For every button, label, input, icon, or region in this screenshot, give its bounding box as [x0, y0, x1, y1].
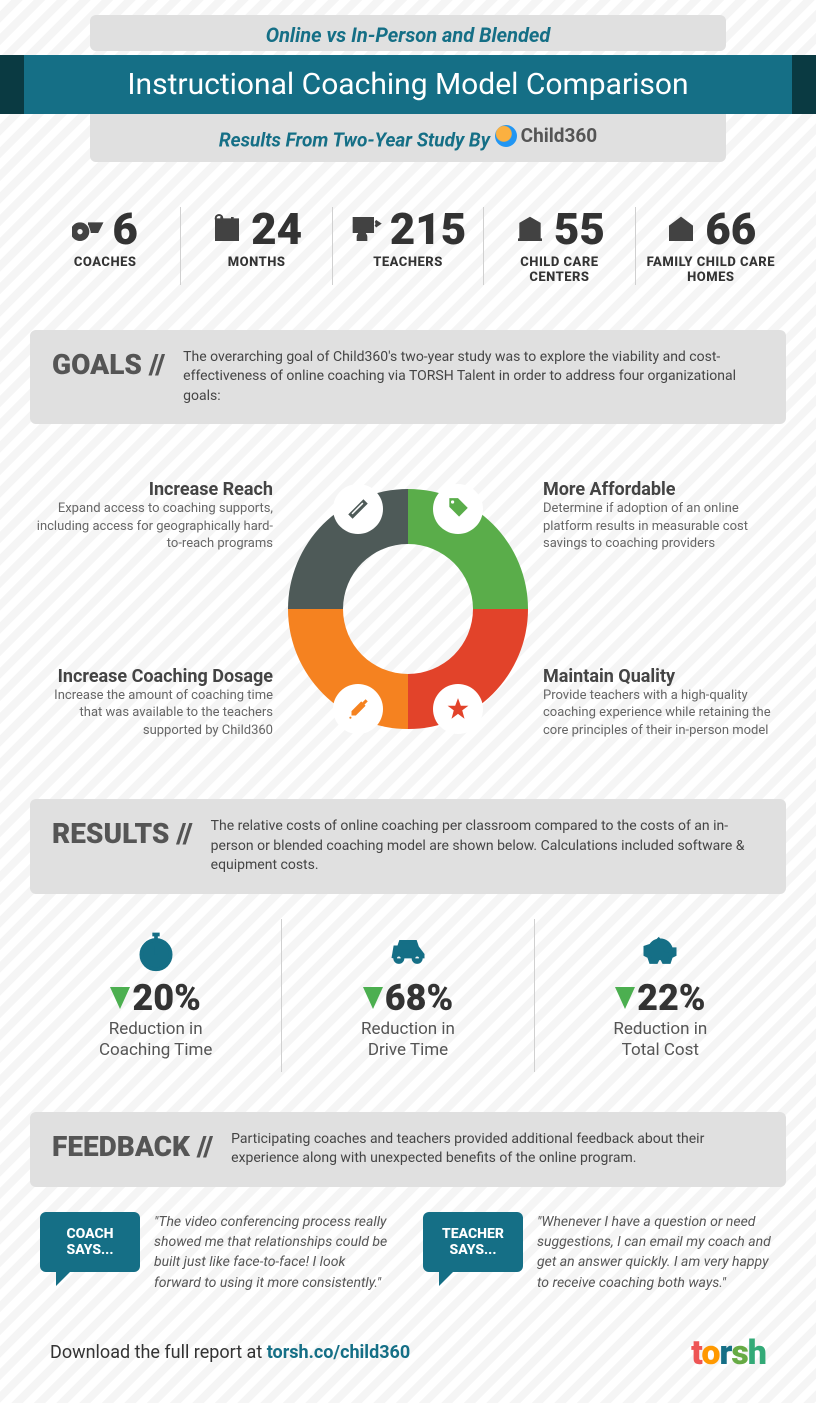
- result-item: 20%Reduction inCoaching Time: [30, 919, 282, 1072]
- stat-label: CHILD CARE CENTERS: [494, 255, 624, 285]
- goal-text: Expand access to coaching supports, incl…: [33, 500, 273, 553]
- stat-value: 24: [251, 207, 302, 251]
- arrow-down-icon: [615, 987, 635, 1009]
- footer-prefix: Download the full report at: [50, 1342, 267, 1363]
- main-title: Instructional Coaching Model Comparison: [24, 67, 792, 102]
- teacher-icon: [350, 213, 382, 245]
- price-tag-icon: [433, 484, 483, 534]
- results-title: RESULTS //: [52, 817, 193, 876]
- stat-label: COACHES: [74, 255, 137, 270]
- stat-item: 24 MONTHS: [181, 207, 332, 285]
- header-box: Online vs In-Person and Blended: [90, 15, 726, 51]
- goals-header: GOALS // The overarching goal of Child36…: [30, 330, 786, 425]
- stat-value: 55: [554, 207, 605, 251]
- goals-desc: The overarching goal of Child360's two-y…: [183, 348, 764, 407]
- stat-item: 215 TEACHERS: [333, 207, 484, 285]
- feedback-item: TEACHER SAYS..."Whenever I have a questi…: [423, 1212, 776, 1293]
- child360-logo-text: Child360: [521, 124, 598, 147]
- byline: Results From Two-Year Study By Child360: [90, 114, 726, 162]
- piggy-icon: [638, 929, 682, 973]
- goal-title: Increase Reach: [33, 479, 273, 500]
- goal-text: Determine if adoption of an online platf…: [543, 500, 783, 553]
- footer: Download the full report at torsh.co/chi…: [50, 1333, 766, 1373]
- stat-label: TEACHERS: [373, 255, 443, 270]
- building-icon: [514, 213, 546, 245]
- goals-donut: Increase Reach Expand access to coaching…: [33, 449, 783, 769]
- result-value: 20%: [50, 977, 261, 1019]
- feedback-quote: "Whenever I have a question or need sugg…: [537, 1212, 776, 1293]
- arrow-down-icon: [110, 987, 130, 1009]
- goal-title: More Affordable: [543, 479, 783, 500]
- results-row: 20%Reduction inCoaching Time68%Reduction…: [30, 919, 786, 1072]
- child360-logo: Child360: [495, 124, 598, 147]
- feedback-desc: Participating coaches and teachers provi…: [231, 1130, 764, 1169]
- stat-value: 6: [112, 207, 138, 251]
- stat-value: 66: [705, 207, 756, 251]
- child360-logo-icon: [495, 125, 517, 147]
- result-label: Reduction inCoaching Time: [50, 1019, 261, 1062]
- dropper-icon: [333, 684, 383, 734]
- infographic-page: Online vs In-Person and Blended Instruct…: [0, 15, 816, 1403]
- goal-maintain-quality: Maintain Quality Provide teachers with a…: [543, 666, 783, 740]
- goal-text: Provide teachers with a high-quality coa…: [543, 687, 783, 740]
- calendar-icon: [211, 213, 243, 245]
- result-label: Reduction inTotal Cost: [555, 1019, 766, 1062]
- feedback-quote: "The video conferencing process really s…: [154, 1212, 393, 1293]
- star-icon: [433, 684, 483, 734]
- feedback-item: COACH SAYS..."The video conferencing pro…: [40, 1212, 393, 1293]
- goal-more-affordable: More Affordable Determine if adoption of…: [543, 479, 783, 553]
- feedback-header: FEEDBACK // Participating coaches and te…: [30, 1112, 786, 1187]
- speech-bubble: COACH SAYS...: [40, 1212, 140, 1272]
- feedback-title: FEEDBACK //: [52, 1130, 213, 1169]
- stat-item: 6 COACHES: [30, 207, 181, 285]
- whistle-icon: [72, 213, 104, 245]
- stopwatch-icon: [134, 929, 178, 973]
- result-value: 22%: [555, 977, 766, 1019]
- stats-row: 6 COACHES 24 MONTHS 215 TEACHERS 55 CHILD CARE …: [30, 207, 786, 285]
- results-header: RESULTS // The relative costs of online …: [30, 799, 786, 894]
- goal-increase-dosage: Increase Coaching Dosage Increase the am…: [33, 666, 273, 740]
- feedback-row: COACH SAYS..."The video conferencing pro…: [40, 1212, 776, 1293]
- report-link[interactable]: torsh.co/child360: [267, 1342, 410, 1363]
- torsh-logo: torsh: [691, 1333, 766, 1373]
- result-label: Reduction inDrive Time: [302, 1019, 513, 1062]
- results-desc: The relative costs of online coaching pe…: [211, 817, 764, 876]
- stat-label: MONTHS: [228, 255, 286, 270]
- ruler-icon: [333, 484, 383, 534]
- footer-text: Download the full report at torsh.co/chi…: [50, 1342, 410, 1363]
- arrow-down-icon: [363, 987, 383, 1009]
- house-icon: [665, 213, 697, 245]
- goal-title: Maintain Quality: [543, 666, 783, 687]
- result-item: 68%Reduction inDrive Time: [282, 919, 534, 1072]
- speech-bubble: TEACHER SAYS...: [423, 1212, 523, 1272]
- stat-item: 55 CHILD CARE CENTERS: [484, 207, 635, 285]
- goals-title: GOALS //: [52, 348, 165, 407]
- result-item: 22%Reduction inTotal Cost: [535, 919, 786, 1072]
- goal-title: Increase Coaching Dosage: [33, 666, 273, 687]
- byline-prefix: Results From Two-Year Study By: [219, 129, 490, 152]
- pretitle: Online vs In-Person and Blended: [90, 23, 726, 47]
- goal-increase-reach: Increase Reach Expand access to coaching…: [33, 479, 273, 553]
- result-value: 68%: [302, 977, 513, 1019]
- goal-text: Increase the amount of coaching time tha…: [33, 687, 273, 740]
- stat-value: 215: [390, 207, 467, 251]
- donut-chart: [278, 479, 538, 739]
- car-icon: [386, 929, 430, 973]
- stat-label: FAMILY CHILD CARE HOMES: [646, 255, 776, 285]
- stat-item: 66 FAMILY CHILD CARE HOMES: [636, 207, 786, 285]
- title-bar: Instructional Coaching Model Comparison: [0, 55, 816, 114]
